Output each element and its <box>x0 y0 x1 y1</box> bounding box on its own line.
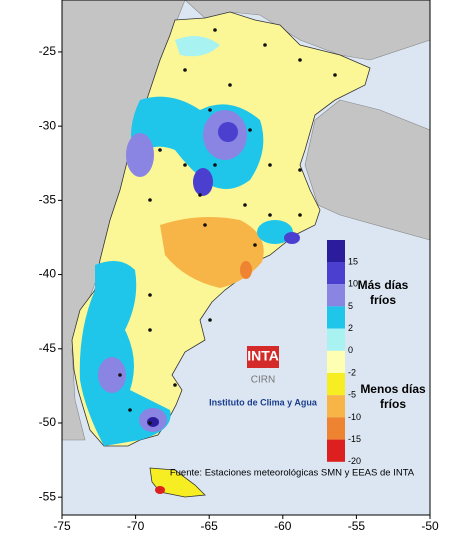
legend-swatch <box>327 417 345 440</box>
orange-zone <box>160 216 264 288</box>
frame <box>61 0 431 516</box>
legend-swatch <box>327 395 345 418</box>
cyan-zone <box>79 261 171 446</box>
x-tick-label: -55 <box>348 519 366 533</box>
fewer-cold-days: Menos días fríos <box>360 382 426 411</box>
blue-zone <box>193 168 213 196</box>
y-tick-label: -40 <box>39 267 57 281</box>
blue-zone <box>218 122 238 142</box>
legend-label: 15 <box>348 256 358 266</box>
y-tick-label: -25 <box>39 44 57 58</box>
institute: Instituto de Clima y Agua <box>209 397 318 407</box>
y-tick-label: -50 <box>39 415 57 429</box>
legend-swatch <box>327 284 345 307</box>
blue-zone <box>284 232 300 244</box>
purple-zone <box>98 357 126 393</box>
y-tick-label: -30 <box>39 118 57 132</box>
legend-label: -20 <box>348 456 361 466</box>
x-tick-label: -60 <box>274 519 292 533</box>
y-tick-label: -55 <box>39 489 57 503</box>
legend-swatch <box>327 350 345 373</box>
x-tick-label: -75 <box>53 519 71 533</box>
purple-zone <box>126 133 154 177</box>
legend-label: -5 <box>348 390 356 400</box>
logo-subtitle: CIRN <box>251 375 275 386</box>
legend-swatch <box>327 328 345 351</box>
legend-label: 5 <box>348 301 353 311</box>
more-cold-days: Más días fríos <box>358 278 409 307</box>
legend-label: 10 <box>348 279 358 289</box>
stations <box>118 28 337 425</box>
legend-swatch <box>327 306 345 329</box>
legend-label: -15 <box>348 434 361 444</box>
red-spot <box>155 486 165 494</box>
dark-orange-zone <box>240 261 252 279</box>
legend-swatch <box>327 373 345 396</box>
logo-title: INTA <box>247 348 279 364</box>
legend-swatch <box>327 240 345 262</box>
y-tick-label: -45 <box>39 341 57 355</box>
source: Fuente: Estaciones meteorológicas SMN y … <box>170 468 415 479</box>
neighbors-east <box>304 99 431 241</box>
x-tick-label: -65 <box>201 519 219 533</box>
x-tick-label: -70 <box>127 519 145 533</box>
legend-label: -10 <box>348 412 361 422</box>
legend-label: 0 <box>348 345 353 355</box>
legend-swatch <box>327 262 345 285</box>
x-tick-label: -50 <box>421 519 439 533</box>
cyan-zone <box>175 36 220 57</box>
y-tick-label: -35 <box>39 193 57 207</box>
logo-box <box>247 346 279 368</box>
legend-swatch <box>327 439 345 462</box>
legend-label: -2 <box>348 367 356 377</box>
legend-label: 2 <box>348 323 353 333</box>
